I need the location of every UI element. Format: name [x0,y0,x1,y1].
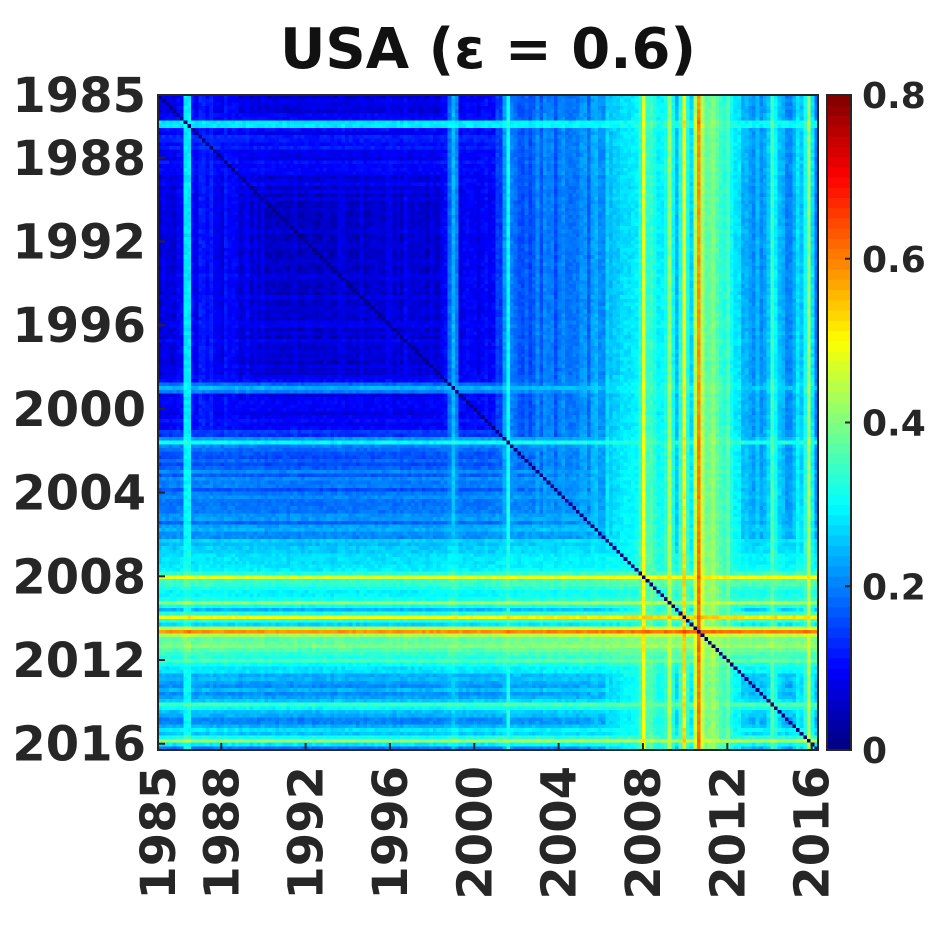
colorbar-swatch [827,698,851,710]
colorbar-swatch [827,115,851,127]
colorbar-swatch [827,596,851,608]
chart-title: USA (ε = 0.6) [280,17,696,82]
colorbar-tick-label: 0.6 [862,240,926,281]
colorbar-swatch [827,678,851,690]
colorbar-swatch [827,657,851,669]
colorbar-tick-label: 0.8 [862,76,926,117]
colorbar-swatch [827,412,851,424]
colorbar-swatch [827,217,851,229]
colorbar-swatch [827,709,851,720]
colorbar-swatch [827,668,851,679]
colorbar-swatch [827,647,851,659]
x-tick-label: 2016 [785,766,841,900]
y-tick-label: 1992 [12,214,146,270]
colorbar-tick-label: 0.2 [862,567,926,608]
colorbar-swatch [827,453,851,465]
colorbar-swatch [827,637,851,649]
colorbar-swatch [827,299,851,311]
colorbar-tick-label: 0.4 [862,404,926,445]
colorbar-swatch [827,320,851,331]
colorbar-swatch [827,146,851,158]
plot-frame [157,94,819,751]
colorbar-swatch [827,95,851,106]
colorbar-swatch [827,187,851,198]
colorbar-swatch [827,248,851,260]
colorbar-swatch [827,535,851,546]
colorbar-swatch [827,176,851,188]
x-tick-label: 2000 [447,766,503,900]
colorbar-swatch [827,545,851,557]
colorbar-swatch [827,616,851,628]
x-tick-label: 2012 [700,766,756,900]
colorbar-swatch [827,340,851,352]
colorbar-swatch [827,371,851,383]
colorbar-swatch [827,228,851,239]
colorbar-swatch [827,350,851,362]
colorbar-swatch [827,197,851,209]
colorbar-swatch [827,238,851,250]
colorbar-swatch [827,391,851,403]
y-tick-label: 2008 [12,549,146,605]
y-tick-label: 2012 [12,633,146,689]
colorbar-swatch [827,166,851,178]
x-tick-label: 1985 [131,766,187,900]
y-tick-label: 1985 [12,68,146,124]
x-axis-ticks: 1985 1988 1992 1996 2000 2004 2008 2012 2016 [131,743,841,900]
colorbar-swatch [827,565,851,577]
colorbar-swatch [827,729,851,741]
x-tick-label: 2008 [616,766,672,900]
colorbar-swatch [827,268,851,280]
colorbar-swatch [827,207,851,219]
colorbar-swatch [827,105,851,117]
colorbar-swatch [827,135,851,147]
colorbar-swatch [827,422,851,434]
x-tick-label: 1992 [279,766,335,900]
heatmap-image [158,95,818,750]
y-tick-label: 1988 [12,131,146,187]
colorbar-swatch [827,627,851,639]
colorbar-swatch [827,463,851,475]
y-tick-label: 2004 [12,466,146,522]
colorbar-swatch [827,606,851,618]
x-tick-label: 1996 [363,766,419,900]
colorbar-swatch [827,309,851,321]
y-axis-ticks: 1985 1988 1992 1996 2000 2004 2008 2012 2016 [12,68,165,773]
colorbar-swatch [827,381,851,393]
colorbar-swatch [827,494,851,505]
colorbar-swatch [827,258,851,270]
colorbar-swatch [827,361,851,372]
colorbar-swatch [827,442,851,454]
colorbar-swatch [827,576,851,587]
colorbar-swatch [827,739,851,751]
colorbar-swatch [827,586,851,598]
colorbar-swatch [827,432,851,444]
y-tick-label: 2016 [12,717,146,773]
x-tick-label: 1988 [194,766,250,900]
colorbar-swatch [827,289,851,301]
colorbar-swatch [827,156,851,168]
colorbar-swatch [827,402,851,413]
y-tick-label: 1996 [12,298,146,354]
x-tick-label: 2004 [532,766,588,900]
colorbar-swatch [827,524,851,536]
colorbar-swatch [827,330,851,342]
colorbar-tick-label: 0 [862,731,887,772]
colorbar [826,94,852,751]
plot-area [157,94,819,751]
colorbar-swatch [827,555,851,567]
colorbar-swatch [827,473,851,485]
colorbar-swatch [827,483,851,495]
colorbar-swatch [827,279,851,291]
colorbar-swatch [827,688,851,700]
colorbar-ticks: 0 0.2 0.4 0.6 0.8 [845,76,926,772]
colorbar-swatch [827,514,851,526]
colorbar-swatch [827,125,851,137]
y-tick-label: 2000 [12,382,146,438]
colorbar-swatch [827,504,851,516]
colorbar-swatch [827,719,851,731]
